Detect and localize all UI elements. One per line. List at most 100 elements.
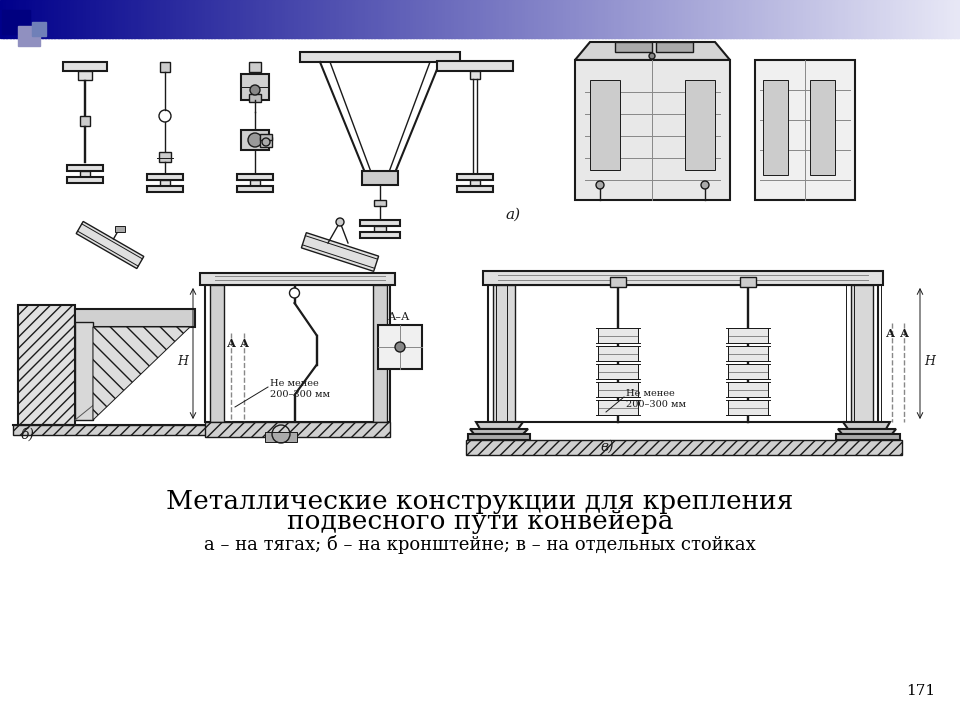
Bar	[728, 400, 768, 415]
Bar	[669, 0, 673, 38]
Text: А: А	[886, 328, 895, 338]
Bar	[243, 0, 248, 38]
Bar	[461, 0, 465, 38]
Bar	[598, 382, 638, 397]
Bar	[64, 0, 68, 38]
Bar	[826, 0, 829, 38]
Bar	[384, 0, 388, 38]
Bar	[746, 0, 750, 38]
Bar	[912, 0, 916, 38]
Bar	[728, 346, 768, 361]
Bar	[468, 434, 530, 440]
Bar	[528, 0, 532, 38]
Bar	[355, 0, 359, 38]
Bar	[931, 0, 935, 38]
Bar	[871, 0, 875, 38]
Bar	[477, 0, 481, 38]
Bar	[708, 0, 711, 38]
Bar	[880, 0, 884, 38]
Bar	[115, 0, 119, 38]
Bar	[176, 0, 180, 38]
Bar	[147, 174, 183, 180]
Bar	[12, 0, 17, 38]
Bar	[7, 0, 11, 38]
Bar	[134, 0, 138, 38]
Bar	[377, 0, 382, 38]
Bar	[684, 0, 689, 38]
Bar	[679, 0, 683, 38]
Bar	[775, 0, 779, 38]
Bar	[437, 61, 513, 71]
Bar	[374, 226, 386, 232]
Bar	[752, 0, 756, 38]
Bar	[444, 0, 449, 38]
Bar	[483, 271, 883, 285]
Bar	[694, 0, 699, 38]
Bar	[256, 0, 260, 38]
Bar	[214, 0, 219, 38]
Polygon shape	[843, 422, 890, 429]
Bar	[410, 0, 414, 38]
Bar	[650, 0, 654, 38]
Bar	[861, 0, 865, 38]
Bar	[732, 0, 737, 38]
Bar	[809, 0, 814, 38]
Bar	[852, 0, 855, 38]
Bar	[564, 0, 567, 38]
Bar	[615, 42, 652, 52]
Bar	[900, 0, 903, 38]
Bar	[602, 0, 606, 38]
Bar	[58, 0, 61, 38]
Circle shape	[649, 53, 655, 59]
Bar	[846, 285, 854, 422]
Text: Контррельс   Путь: Контррельс Путь	[682, 6, 777, 14]
Bar	[77, 0, 81, 38]
Bar	[406, 0, 411, 38]
Bar	[108, 0, 113, 38]
Bar	[252, 0, 257, 38]
Bar	[496, 0, 500, 38]
Bar	[845, 0, 849, 38]
Bar	[631, 0, 635, 38]
Bar	[368, 0, 372, 38]
Bar	[566, 0, 570, 38]
Bar	[51, 0, 56, 38]
Bar	[842, 0, 846, 38]
Bar	[403, 0, 407, 38]
Bar	[905, 0, 910, 38]
Bar	[576, 0, 580, 38]
Bar	[488, 285, 496, 422]
Bar	[298, 0, 301, 38]
Bar	[352, 0, 356, 38]
Bar	[260, 137, 272, 147]
Bar	[372, 0, 375, 38]
Polygon shape	[301, 233, 378, 271]
Bar	[823, 0, 827, 38]
Bar	[78, 71, 92, 80]
Bar	[80, 0, 84, 38]
Bar	[378, 325, 422, 369]
Bar	[579, 0, 584, 38]
Bar	[608, 0, 612, 38]
Text: подвесного пути конвейера: подвесного пути конвейера	[287, 510, 673, 534]
Bar	[160, 62, 170, 72]
Bar	[583, 0, 587, 38]
Bar	[516, 0, 519, 38]
Bar	[646, 0, 651, 38]
Bar	[688, 0, 692, 38]
Bar	[192, 0, 196, 38]
Bar	[487, 0, 491, 38]
Bar	[80, 171, 90, 177]
Text: Не менее
200–300 мм: Не менее 200–300 мм	[626, 390, 686, 409]
Bar	[202, 0, 205, 38]
Bar	[137, 0, 142, 38]
Bar	[804, 0, 807, 38]
Bar	[240, 0, 244, 38]
Bar	[18, 305, 75, 425]
Polygon shape	[838, 429, 896, 434]
Bar	[99, 0, 104, 38]
Bar	[320, 0, 324, 38]
Bar	[736, 0, 740, 38]
Bar	[324, 0, 327, 38]
Bar	[848, 0, 852, 38]
